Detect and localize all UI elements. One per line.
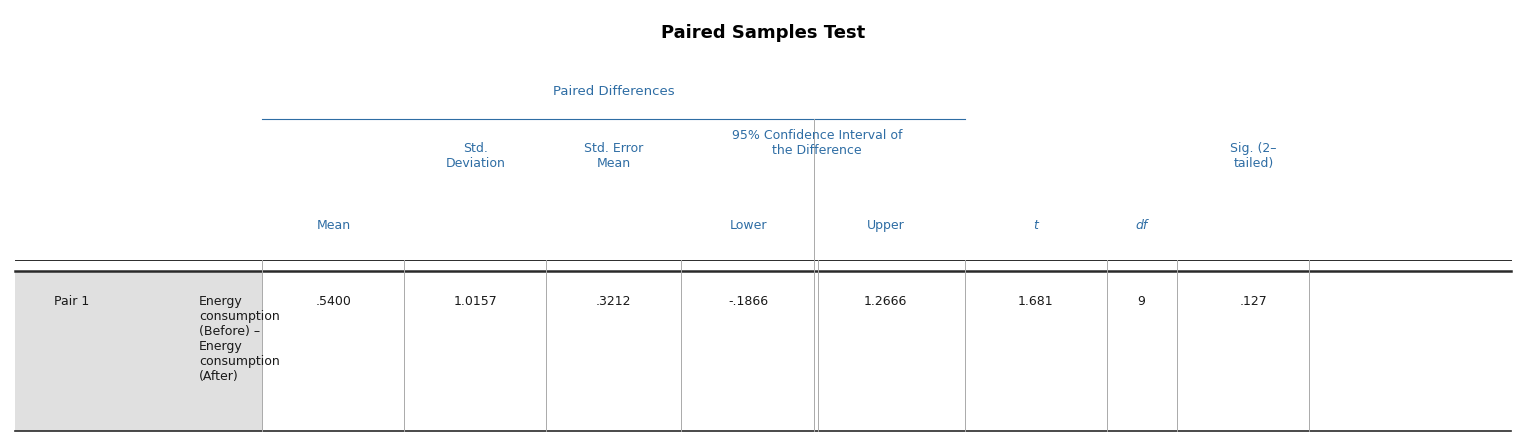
Text: -.1866: -.1866 bbox=[728, 295, 768, 308]
Text: Paired Differences: Paired Differences bbox=[552, 84, 674, 98]
Text: t: t bbox=[1033, 219, 1038, 232]
Text: Upper: Upper bbox=[867, 219, 905, 232]
Text: 1.681: 1.681 bbox=[1018, 295, 1053, 308]
Text: 95% Confidence Interval of
the Difference: 95% Confidence Interval of the Differenc… bbox=[731, 129, 902, 157]
Text: .127: .127 bbox=[1239, 295, 1268, 308]
Text: 9: 9 bbox=[1137, 295, 1146, 308]
Text: 1.2666: 1.2666 bbox=[864, 295, 908, 308]
Text: .5400: .5400 bbox=[316, 295, 351, 308]
Text: .3212: .3212 bbox=[595, 295, 632, 308]
Text: Sig. (2–
tailed): Sig. (2– tailed) bbox=[1230, 142, 1277, 170]
Text: Pair 1: Pair 1 bbox=[55, 295, 90, 308]
Text: 1.0157: 1.0157 bbox=[455, 295, 497, 308]
Text: df: df bbox=[1135, 219, 1148, 232]
FancyBboxPatch shape bbox=[15, 271, 262, 431]
Text: Paired Samples Test: Paired Samples Test bbox=[661, 23, 865, 42]
Text: Mean: Mean bbox=[317, 219, 351, 232]
Text: Energy
consumption
(Before) –
Energy
consumption
(After): Energy consumption (Before) – Energy con… bbox=[200, 295, 279, 383]
Text: Std.
Deviation: Std. Deviation bbox=[446, 142, 505, 170]
Text: Std. Error
Mean: Std. Error Mean bbox=[584, 142, 642, 170]
Text: Lower: Lower bbox=[729, 219, 766, 232]
